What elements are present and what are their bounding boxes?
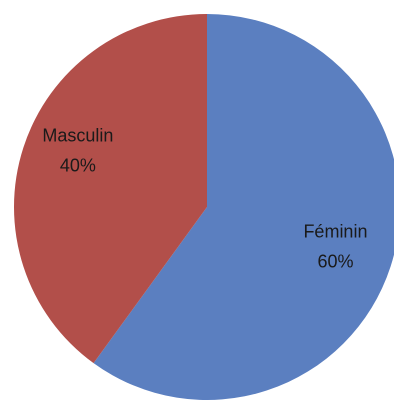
pie-slice-feminin	[93, 14, 394, 400]
pie-label-category-masculin: Masculin	[42, 126, 113, 146]
pie-slice-masculin	[14, 14, 208, 364]
pie-slices	[14, 14, 394, 400]
pie-label-percent-masculin: 40%	[60, 156, 96, 176]
pie-label-percent-feminin: 60%	[317, 252, 353, 272]
pie-labels: Féminin 60% Masculin 40%	[42, 126, 367, 272]
pie-label-category-feminin: Féminin	[303, 222, 367, 242]
